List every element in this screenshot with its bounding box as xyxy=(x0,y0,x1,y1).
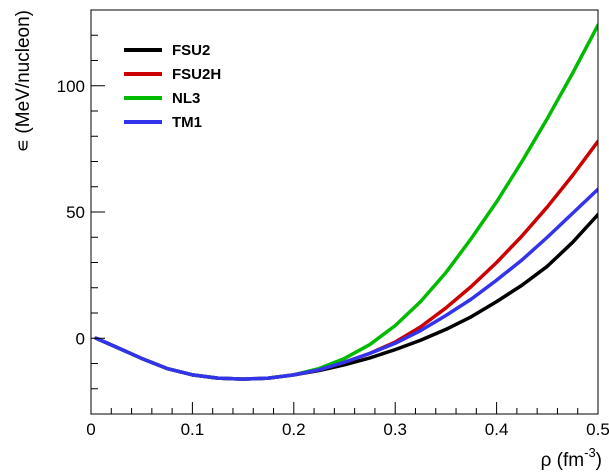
legend-label-tm1: TM1 xyxy=(172,114,202,131)
x-tick-label: 0 xyxy=(86,420,95,439)
x-tick-label: 0.2 xyxy=(282,420,306,439)
legend-label-fsu2h: FSU2H xyxy=(172,66,221,83)
x-axis-title: ρ (fm-3) xyxy=(541,445,602,471)
x-axis-ticks: 0 0.1 0.2 0.3 0.4 0.5 xyxy=(86,402,609,439)
plot-frame xyxy=(90,9,599,415)
x-tick-label: 0.1 xyxy=(181,420,205,439)
plot-lines xyxy=(94,23,598,381)
series-line-tm1 xyxy=(94,187,598,381)
y-tick-label: 0 xyxy=(76,329,85,348)
y-axis-title: ∊ (MeV/nucleon) xyxy=(13,10,34,152)
legend-label-fsu2: FSU2 xyxy=(172,42,210,59)
legend-label-nl3: NL3 xyxy=(172,90,200,107)
legend: FSU2 FSU2H NL3 TM1 xyxy=(124,42,221,131)
series-line-fsu2 xyxy=(94,212,598,381)
y-axis-ticks: 0 50 100 xyxy=(57,9,105,415)
x-tick-label: 0.3 xyxy=(383,420,407,439)
x-tick-label: 0.5 xyxy=(586,420,609,439)
x-axis-title-main: ρ (fm xyxy=(541,450,585,471)
x-axis-title-superscript: -3 xyxy=(584,445,596,460)
x-tick-label: 0.4 xyxy=(485,420,509,439)
x-axis-title-close: ) xyxy=(596,450,602,471)
y-tick-label: 100 xyxy=(57,77,85,96)
y-tick-label: 50 xyxy=(66,203,85,222)
